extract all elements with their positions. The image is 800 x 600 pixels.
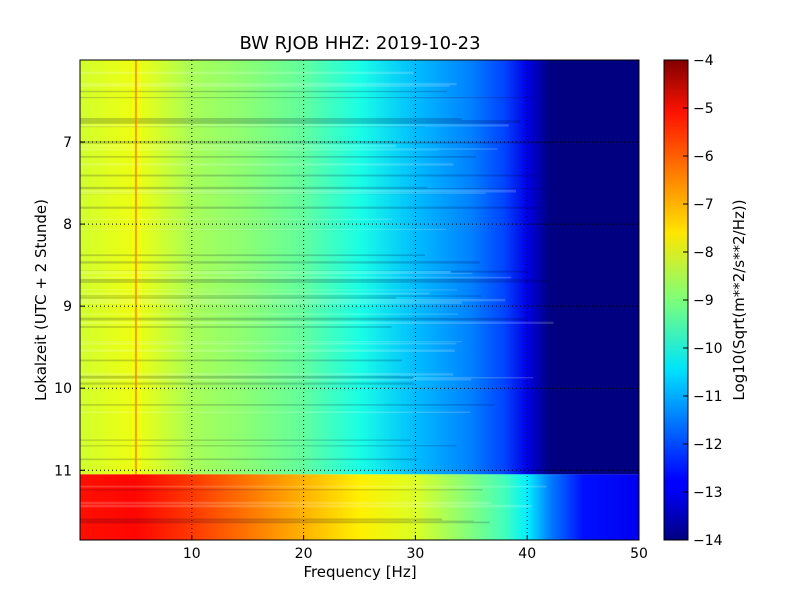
x-axis-ticks: 10 20 30 40 50 (183, 535, 648, 562)
chart-title: BW RJOB HHZ: 2019-10-23 (239, 33, 480, 54)
y-axis-label: Lokalzeit (UTC + 2 Stunde) (32, 199, 50, 401)
spectrogram-band-1 (80, 60, 639, 475)
grid-lines (80, 60, 639, 540)
y-tick-label: 11 (54, 463, 72, 479)
colorbar-tick-label: −13 (693, 485, 723, 501)
y-tick-label: 10 (54, 381, 72, 397)
colorbar-tick-label: −12 (693, 437, 723, 453)
x-tick-label: 20 (295, 546, 313, 562)
y-tick-label: 8 (63, 217, 72, 233)
spectrogram-texture (80, 71, 554, 524)
colorbar-tick-label: −11 (693, 389, 723, 405)
colorbar-tick-label: −8 (693, 245, 714, 261)
x-axis-label: Frequency [Hz] (303, 563, 416, 581)
colorbar-tick-label: −7 (693, 197, 714, 213)
colorbar-tick-label: −9 (693, 293, 714, 309)
x-tick-label: 10 (183, 546, 201, 562)
plot-frame (79, 59, 640, 541)
y-tick-label: 7 (63, 135, 72, 151)
colorbar-tick-label: −6 (693, 149, 714, 165)
colorbar-ticks: −4 −5 −6 −7 −8 −9 −10 −11 −12 −13 −14 (683, 53, 723, 549)
plot-area (80, 60, 639, 540)
x-tick-label: 30 (406, 546, 424, 562)
colorbar-tick-label: −10 (693, 341, 723, 357)
x-tick-label: 50 (630, 546, 648, 562)
y-tick-label: 9 (63, 299, 72, 315)
resonance-line-1 (134, 60, 137, 475)
colorbar-tick-label: −14 (693, 533, 723, 549)
y-axis-ticks: 7 8 9 10 11 (54, 135, 85, 479)
spectrogram-band-2 (80, 474, 639, 540)
x-tick-label: 40 (518, 546, 536, 562)
colorbar-label: Log10(Sqrt(m**2/s**2/Hz)) (730, 199, 748, 400)
colorbar-tick-label: −5 (693, 101, 714, 117)
colorbar-tick-label: −4 (693, 53, 714, 69)
